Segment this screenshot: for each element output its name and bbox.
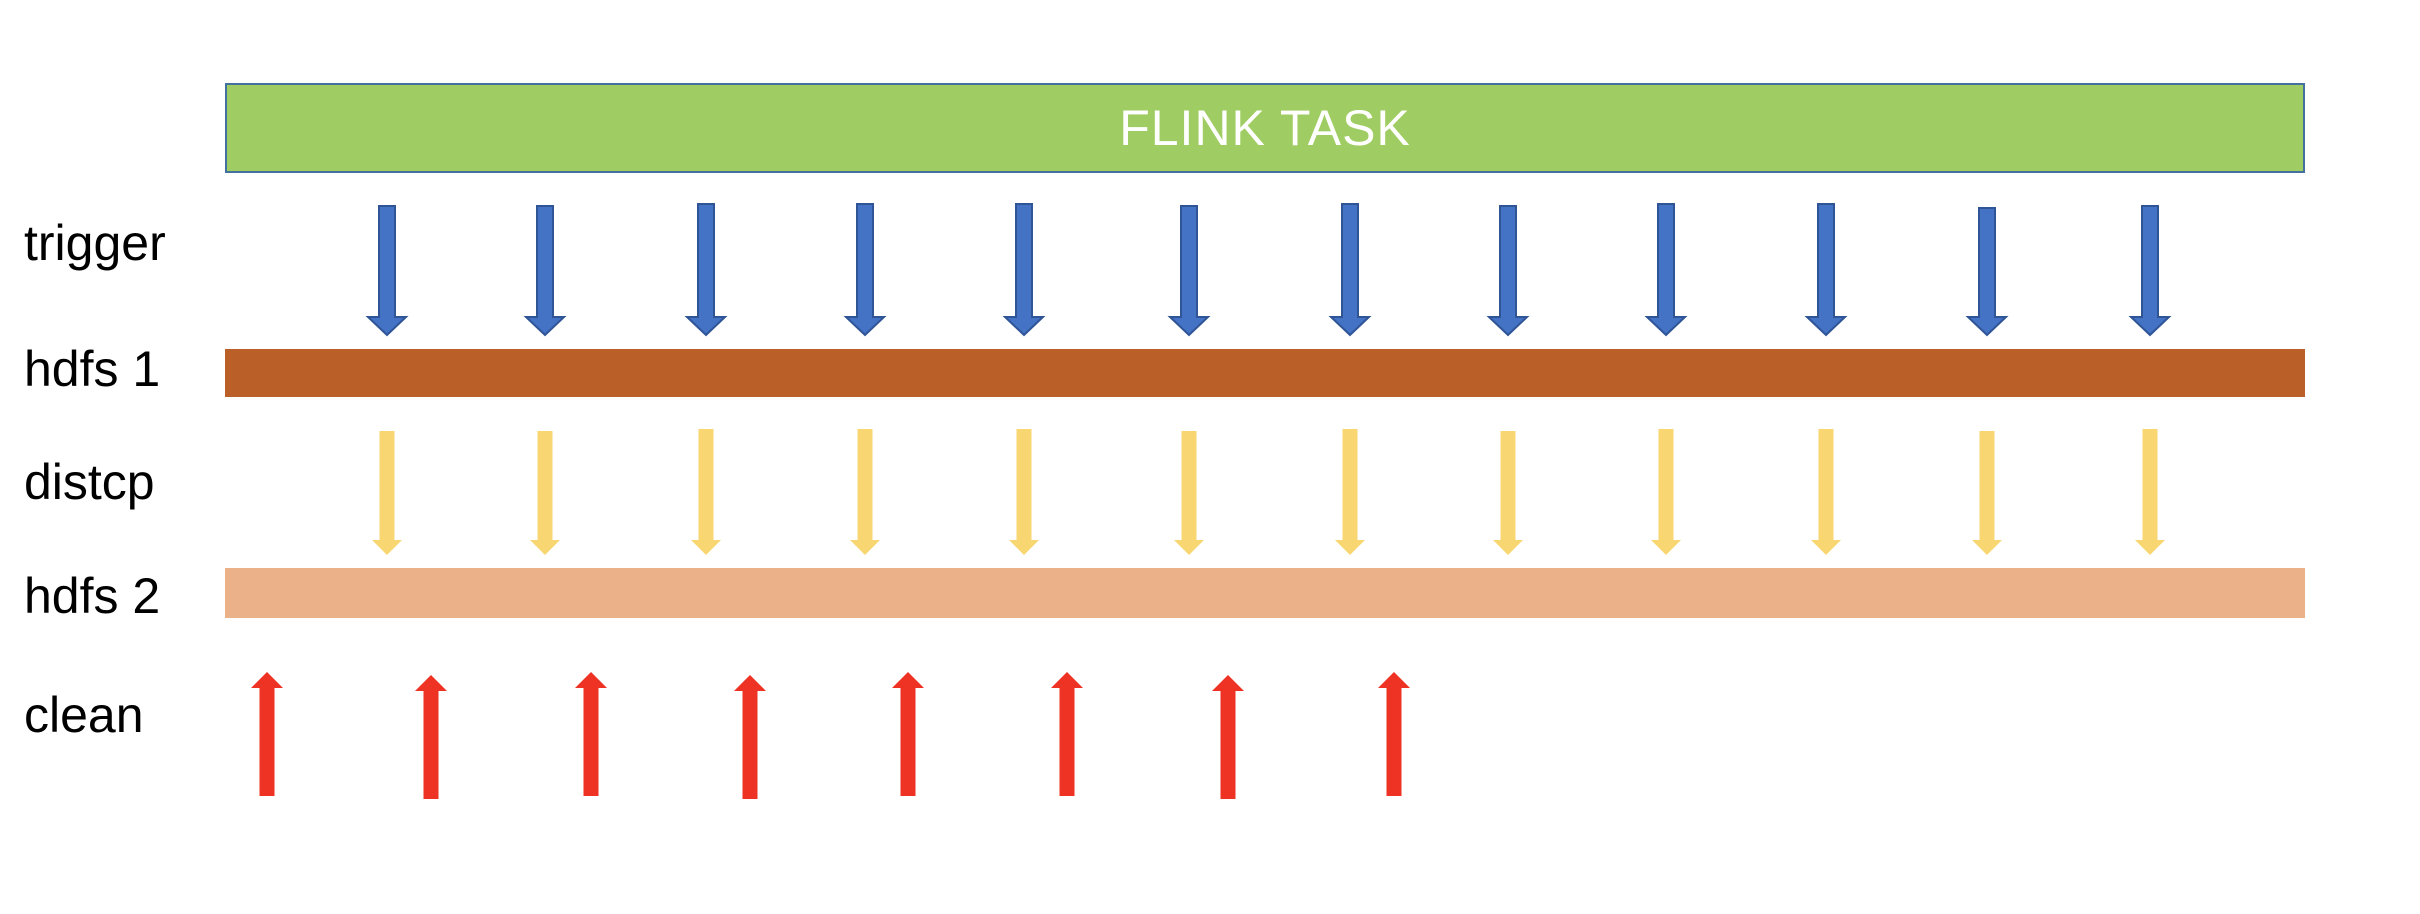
hdfs2-band <box>225 568 2305 618</box>
row-label-clean: clean <box>24 687 144 743</box>
flink-task-label: FLINK TASK <box>1119 100 1411 156</box>
up-arrow-icon <box>251 672 283 796</box>
row-label-distcp: distcp <box>24 454 155 510</box>
down-arrow-icon <box>530 431 560 555</box>
down-arrow-icon <box>1009 429 1039 555</box>
up-arrow-icon <box>892 672 924 796</box>
row-label-hdfs1: hdfs 1 <box>24 341 161 397</box>
down-arrow-icon <box>843 203 887 337</box>
down-arrow-icon <box>523 205 567 337</box>
down-arrow-icon <box>1811 429 1841 555</box>
down-arrow-icon <box>1174 431 1204 555</box>
down-arrow-icon <box>691 429 721 555</box>
down-arrow-icon <box>1804 203 1848 337</box>
row-label-trigger: trigger <box>24 215 166 271</box>
down-arrow-icon <box>1644 203 1688 337</box>
down-arrow-icon <box>1486 205 1530 337</box>
flink-task-box: FLINK TASK <box>225 83 2305 173</box>
down-arrow-icon <box>1965 207 2009 337</box>
up-arrow-icon <box>734 675 766 799</box>
row-label-hdfs2: hdfs 2 <box>24 568 161 624</box>
down-arrow-icon <box>1493 431 1523 555</box>
down-arrow-icon <box>1972 431 2002 555</box>
down-arrow-icon <box>1167 205 1211 337</box>
down-arrow-icon <box>684 203 728 337</box>
down-arrow-icon <box>1328 203 1372 337</box>
up-arrow-icon <box>1378 672 1410 796</box>
down-arrow-icon <box>1002 203 1046 337</box>
hdfs1-band <box>225 349 2305 397</box>
up-arrow-icon <box>415 675 447 799</box>
down-arrow-icon <box>372 431 402 555</box>
up-arrow-icon <box>1051 672 1083 796</box>
up-arrow-icon <box>1212 675 1244 799</box>
down-arrow-icon <box>1651 429 1681 555</box>
down-arrow-icon <box>1335 429 1365 555</box>
down-arrow-icon <box>2135 429 2165 555</box>
up-arrow-icon <box>575 672 607 796</box>
down-arrow-icon <box>2128 205 2172 337</box>
down-arrow-icon <box>365 205 409 337</box>
down-arrow-icon <box>850 429 880 555</box>
